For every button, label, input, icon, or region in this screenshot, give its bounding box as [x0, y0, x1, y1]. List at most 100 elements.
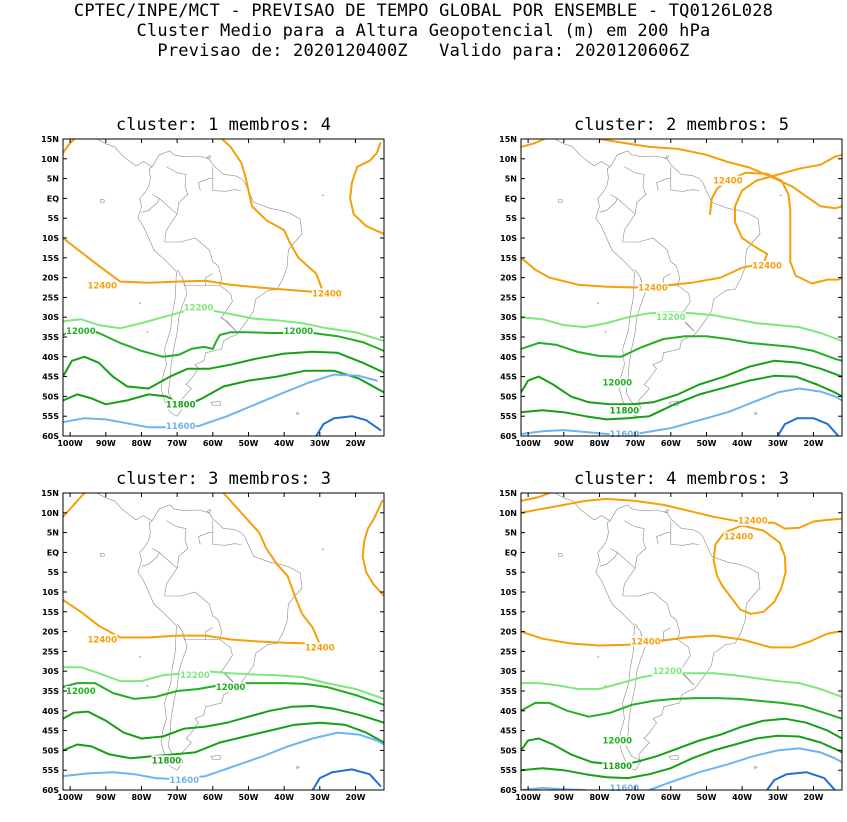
- country-border: [610, 194, 636, 215]
- lat-tick-label: 5S: [48, 568, 60, 577]
- lon-tick-label: 40W: [274, 793, 294, 802]
- lon-tick-label: 30W: [310, 793, 330, 802]
- contour-label-bg: [602, 735, 633, 746]
- contour-label: 12000: [66, 327, 96, 337]
- lat-tick-label: EQ: [47, 548, 59, 557]
- contour-line: [521, 697, 842, 720]
- lon-tick-label: 60W: [203, 793, 223, 802]
- contour-label-bg: [723, 531, 754, 542]
- contour-label: 12200: [652, 667, 682, 677]
- country-border: [187, 639, 237, 686]
- lat-tick-label: 35S: [42, 687, 59, 696]
- contour-label-bg: [752, 260, 783, 271]
- contour-label: 12000: [216, 683, 246, 693]
- contour-label: 11600: [169, 776, 199, 786]
- lat-tick-label: 25S: [500, 647, 517, 656]
- lat-tick-label: 35S: [500, 687, 517, 696]
- country-border: [164, 520, 189, 597]
- lat-tick-label: 35S: [500, 333, 517, 342]
- contour-line: [63, 721, 384, 760]
- lat-tick-label: EQ: [47, 194, 59, 203]
- country-border: [152, 194, 178, 215]
- contour-label: 12400: [312, 289, 342, 299]
- contour-label: 12400: [305, 643, 335, 653]
- lat-tick-label: 50S: [42, 746, 59, 755]
- country-border: [152, 548, 178, 569]
- country-border: [625, 631, 646, 761]
- contour-label-bg: [311, 288, 342, 299]
- island-outline: [210, 401, 221, 406]
- lon-tick-label: 90W: [96, 439, 116, 448]
- contour-label-bg: [630, 636, 661, 647]
- contour-label: 11600: [166, 422, 196, 432]
- lat-tick-label: 25S: [500, 293, 517, 302]
- lon-tick-label: 40W: [732, 439, 752, 448]
- contour-label-bg: [179, 670, 210, 681]
- island-outline: [146, 685, 149, 688]
- contour-label: 12400: [87, 636, 117, 646]
- lon-tick-label: 90W: [554, 439, 574, 448]
- island-outline: [558, 198, 563, 203]
- lat-tick-label: 5S: [48, 214, 60, 223]
- lon-tick-label: 90W: [554, 793, 574, 802]
- lat-tick-label: 30S: [42, 667, 59, 676]
- lat-tick-label: 55S: [500, 412, 517, 421]
- lat-tick-label: 15S: [42, 608, 59, 617]
- contour-label: 12400: [638, 284, 668, 294]
- lon-tick-label: 20W: [345, 793, 365, 802]
- island-outline: [664, 509, 670, 513]
- cluster-2-panel: cluster: 2 membros: 5 12400 12400 12400 1220…: [499, 115, 843, 448]
- lat-tick-label: 50S: [500, 392, 517, 401]
- south-america-coastline: [595, 150, 761, 417]
- island-outline: [100, 198, 105, 203]
- country-border: [599, 552, 618, 567]
- contour-label: 11800: [166, 400, 196, 410]
- country-border: [656, 532, 671, 545]
- lat-tick-label: 5N: [505, 529, 517, 538]
- lat-tick-label: 5S: [506, 568, 518, 577]
- contour-line: [776, 417, 840, 436]
- lat-tick-label: 45S: [42, 727, 59, 736]
- contour-line: [315, 415, 382, 436]
- lat-tick-label: 35S: [42, 333, 59, 342]
- map-content: [521, 493, 842, 790]
- contour-label-bg: [602, 761, 633, 772]
- panel-title: cluster: 3 membros: 3: [116, 469, 331, 489]
- contour-label: 11600: [610, 784, 640, 794]
- island-outline: [296, 765, 300, 770]
- central-america-coast-south: [96, 139, 153, 167]
- contour-label: 11600: [610, 430, 640, 440]
- lon-tick-label: 20W: [345, 439, 365, 448]
- lon-tick-label: 80W: [131, 439, 151, 448]
- cluster-3-panel: cluster: 3 membros: 3 12400 12400 12200 1200…: [41, 469, 385, 802]
- country-border: [198, 532, 213, 545]
- lat-tick-label: 45S: [42, 373, 59, 382]
- lat-tick-label: EQ: [505, 548, 517, 557]
- contour-line: [521, 359, 842, 406]
- lat-tick-label: 20S: [500, 274, 517, 283]
- contour-label: 12400: [752, 262, 782, 272]
- island-outline: [604, 331, 607, 334]
- contour-label-bg: [65, 326, 96, 337]
- country-border: [663, 627, 671, 640]
- contour-line: [521, 387, 842, 435]
- lat-tick-label: 60S: [42, 432, 59, 441]
- island-outline: [206, 509, 212, 513]
- contour-line: [521, 717, 842, 766]
- island-outline: [139, 656, 142, 659]
- map-frame: [62, 492, 385, 791]
- lat-tick-label: 15N: [41, 135, 59, 144]
- contour-line: [648, 747, 842, 790]
- contour-label-bg: [304, 642, 335, 653]
- country-border: [167, 631, 188, 761]
- contour-label-bg: [283, 326, 314, 337]
- contour-line: [521, 630, 842, 649]
- contour-line: [521, 493, 551, 502]
- lon-tick-label: 60W: [661, 439, 681, 448]
- lat-tick-label: 40S: [42, 707, 59, 716]
- contour-label-bg: [87, 280, 118, 291]
- contour-line: [63, 731, 384, 781]
- south-america-coastline: [137, 150, 303, 417]
- contour-label: 12000: [603, 379, 633, 389]
- contour-line: [63, 373, 378, 429]
